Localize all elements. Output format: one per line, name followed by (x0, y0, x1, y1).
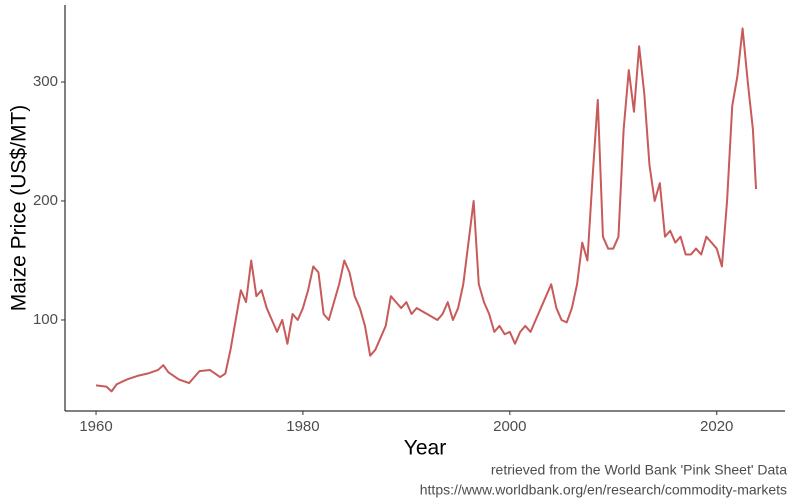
y-tick-label: 300 (33, 73, 58, 90)
y-axis-label: Maize Price (US$/MT) (8, 105, 31, 312)
y-tick-label: 100 (33, 311, 58, 328)
x-tick-label: 1960 (79, 418, 112, 435)
x-tick-label: 2020 (700, 418, 733, 435)
x-tick-label: 2000 (493, 418, 526, 435)
x-axis-label: Year (404, 437, 446, 460)
line (95, 27, 758, 393)
caption: https://www.worldbank.org/en/research/co… (420, 482, 787, 498)
x-tick-label: 1980 (286, 418, 319, 435)
y-tick-label: 200 (33, 192, 58, 209)
caption: retrieved from the World Bank 'Pink Shee… (491, 462, 787, 478)
